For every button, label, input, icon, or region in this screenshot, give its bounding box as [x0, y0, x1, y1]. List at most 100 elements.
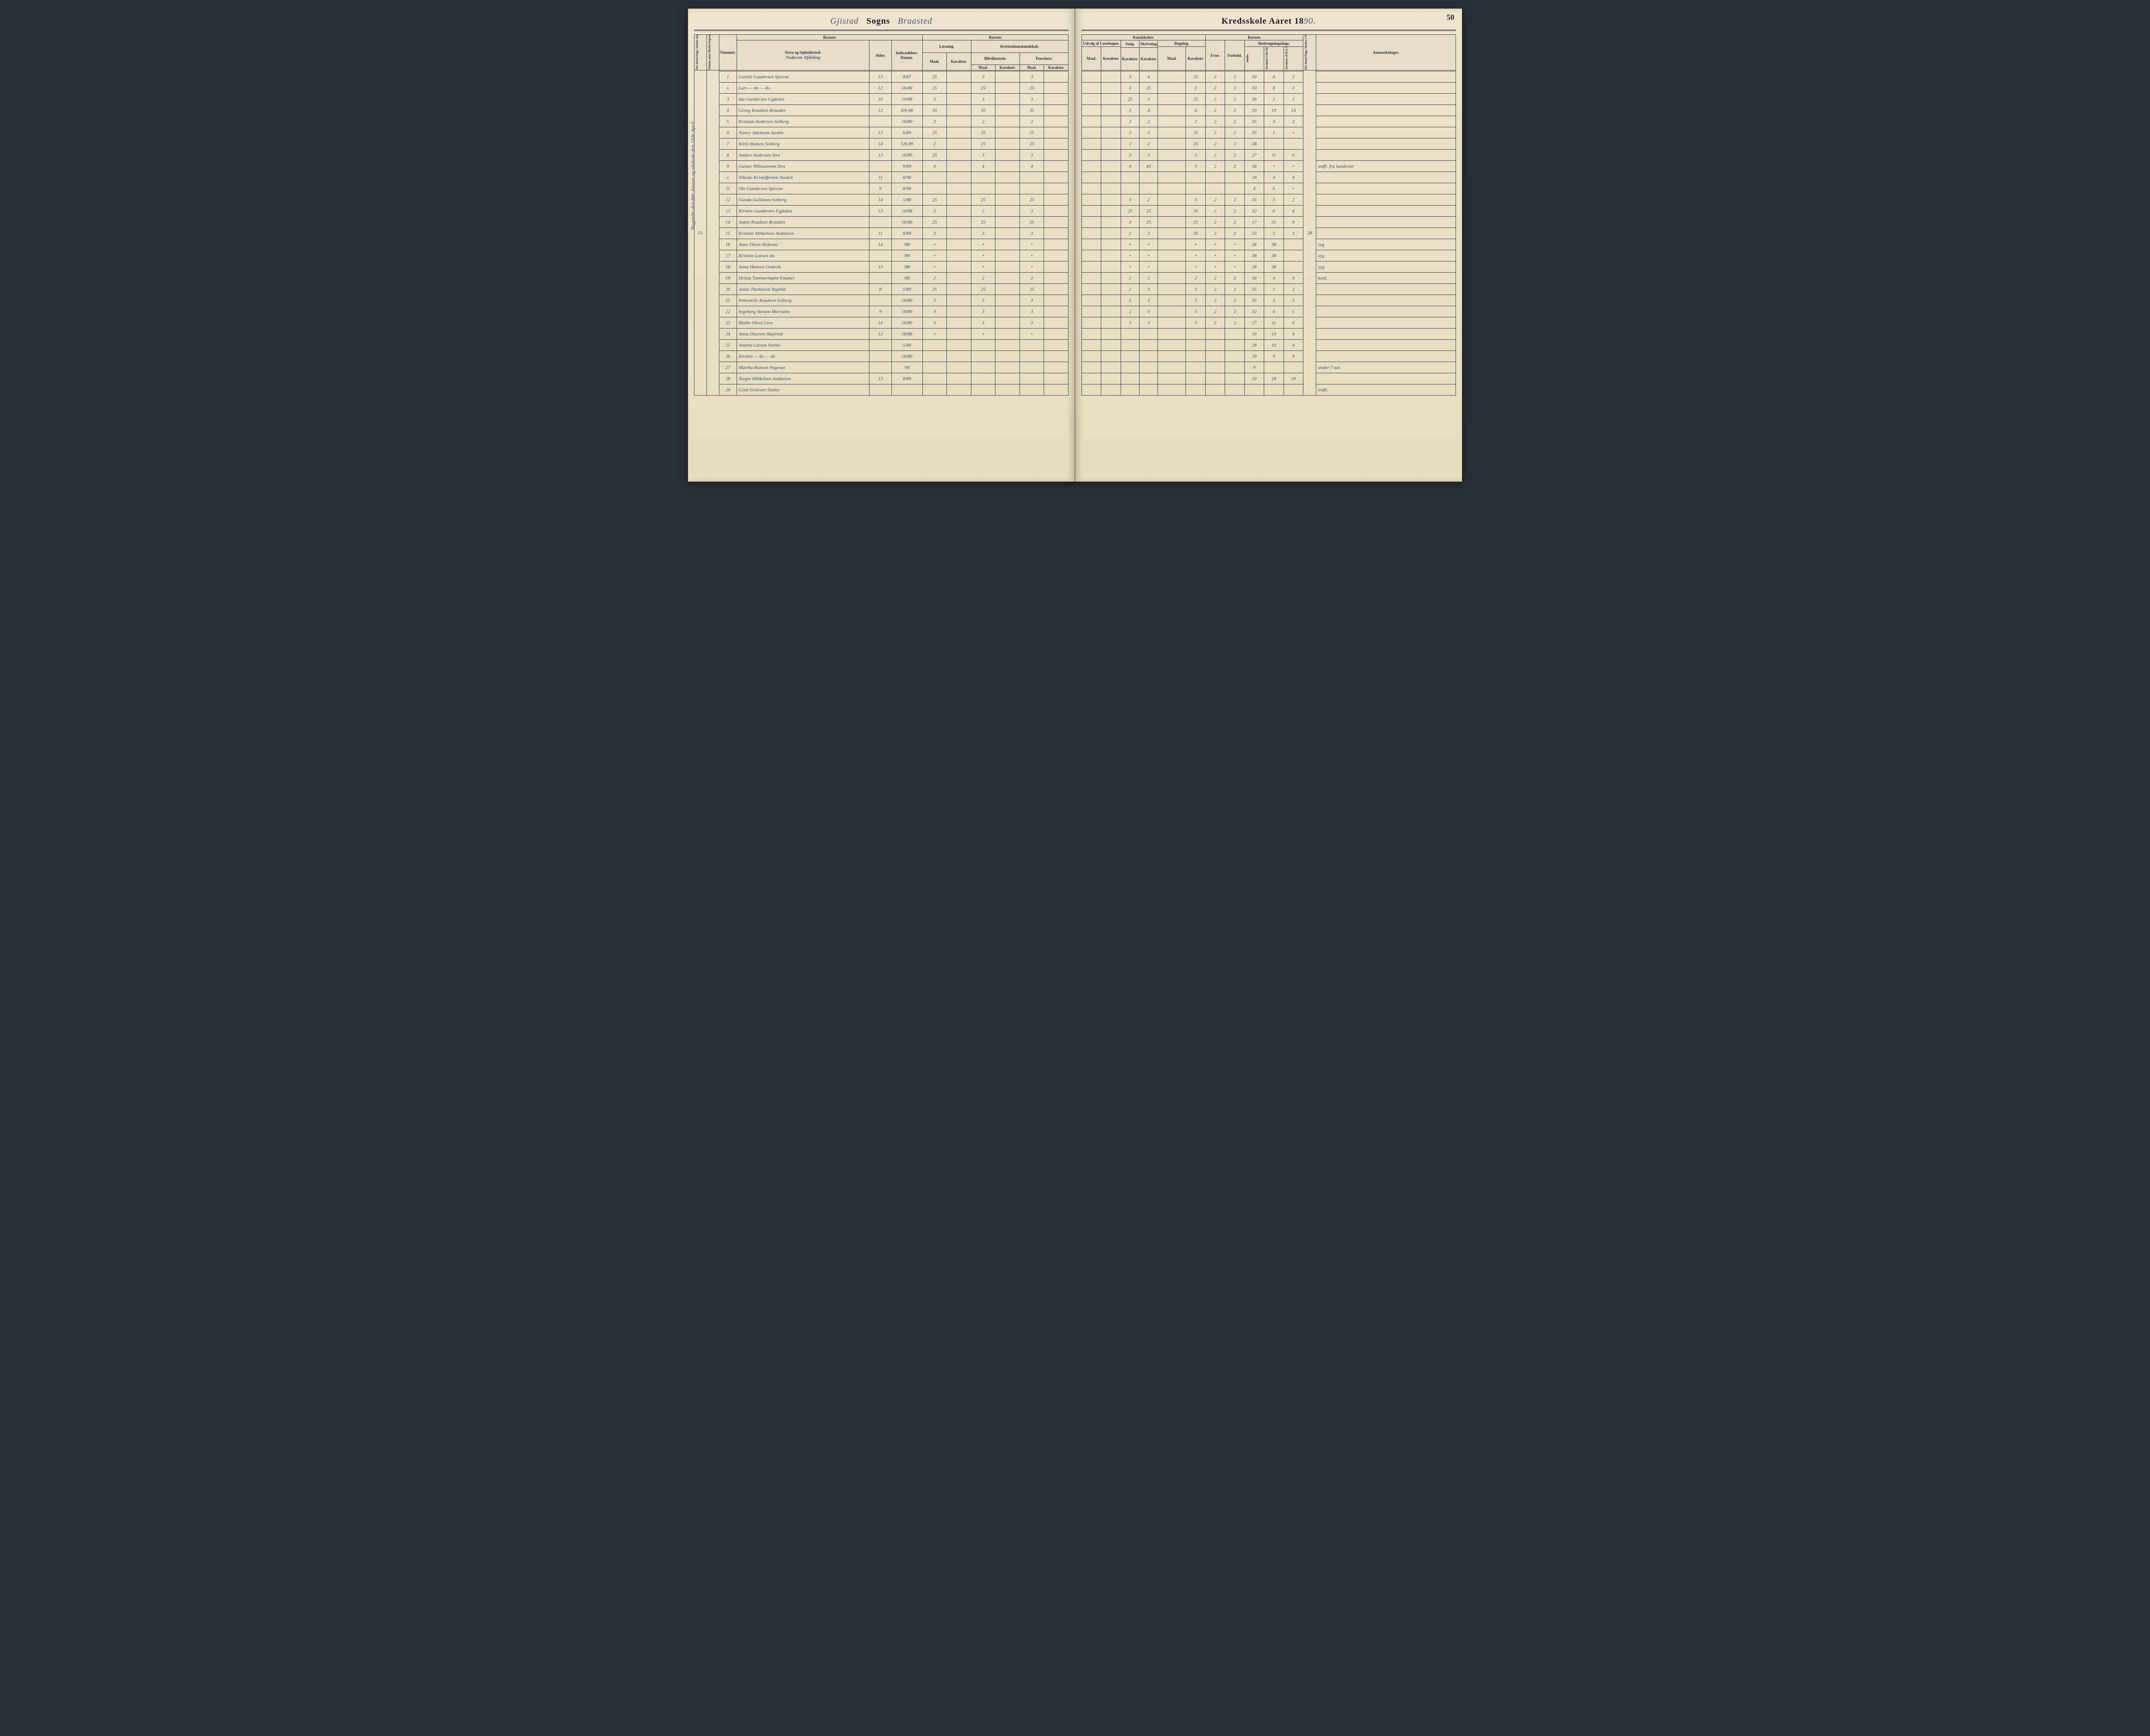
row-date: 8/6 88 — [891, 105, 922, 116]
row-lk — [947, 351, 971, 362]
row-md: 19 — [1244, 329, 1264, 340]
row-tm: 3 — [1020, 71, 1044, 83]
row-tm: 3 — [1020, 94, 1044, 105]
row-anm: syg. — [1316, 261, 1456, 273]
row-name: Gunda Gulliksen Solberg — [737, 194, 869, 206]
row-um — [1082, 340, 1101, 351]
row-um — [1082, 306, 1101, 317]
hdr-l-maal: Maal. — [922, 52, 947, 71]
row-md: 38 — [1244, 261, 1264, 273]
row-num: 14 — [719, 217, 737, 228]
row-fo: 2 — [1225, 273, 1244, 284]
row-sa: 2 — [1121, 295, 1139, 306]
table-row: xLars — do — do1216/88252525 — [694, 83, 1069, 94]
row-num: 22 — [719, 306, 737, 317]
row-date: 5/6 89 — [891, 138, 922, 150]
row-bk — [995, 127, 1020, 138]
row-lm: 4 — [922, 161, 947, 172]
table-row: 11Ole Gundersen Spirene98/90 — [694, 183, 1069, 194]
row-date — [891, 384, 922, 396]
row-um — [1082, 183, 1101, 194]
row-f2 — [1284, 384, 1303, 396]
row-f1: 11 — [1264, 317, 1284, 329]
margin-note: Begyndte den 8de Januar og sluttede den … — [690, 120, 696, 230]
row-rk: 3 — [1186, 284, 1205, 295]
row-lm: 3 — [922, 306, 947, 317]
row-age — [869, 161, 891, 172]
row-bk — [995, 71, 1020, 83]
row-lm — [922, 183, 947, 194]
row-sk: 2 — [1140, 273, 1158, 284]
row-bm: 3 — [971, 228, 995, 239]
row-sa: 25 — [1121, 94, 1139, 105]
row-f1: 1 — [1264, 127, 1284, 138]
row-f2: 4 — [1284, 206, 1303, 217]
row-lm — [922, 373, 947, 384]
row-anm — [1316, 295, 1456, 306]
table-row: 4Georg Knudsen Braaden128/6 88353535 — [694, 105, 1069, 116]
row-bk — [995, 150, 1020, 161]
row-fo — [1225, 362, 1244, 373]
hdr-laesning: Læsning. — [922, 40, 971, 52]
row-ev: 2 — [1205, 295, 1225, 306]
row-tm: 2 — [1020, 273, 1044, 284]
row-um — [1082, 329, 1101, 340]
table-row: 24Anna Olavsen Skajvind1216/88••• — [694, 329, 1069, 340]
hdr-b-kar: Karakter. — [995, 65, 1020, 70]
row-name: Helma Tømmermann Emanel — [737, 273, 869, 284]
row-sk: 25 — [1140, 206, 1158, 217]
row-rk — [1186, 340, 1205, 351]
row-bk — [995, 239, 1020, 250]
row-rm — [1158, 306, 1186, 317]
row-date: /89 — [891, 250, 922, 261]
row-num: 13 — [719, 206, 737, 217]
row-uk — [1101, 340, 1121, 351]
row-tk — [1044, 206, 1069, 217]
table-row: 29Gisle Gislesen Slottet — [694, 384, 1069, 396]
right-table: Kundskaber. Barnets Det Antal Dage, Skol… — [1081, 34, 1456, 396]
row-sa: • — [1121, 239, 1139, 250]
row-bm: 2 — [971, 206, 995, 217]
hdr-skole: Skolesøgningsdage. — [1244, 40, 1303, 47]
row-num: 6 — [719, 127, 737, 138]
row-anm — [1316, 306, 1456, 317]
row-um — [1082, 373, 1101, 384]
table-row: 325252217219 — [1082, 217, 1456, 228]
row-f2: 0 — [1284, 150, 1303, 161]
table-row: •••••3838syg — [1082, 250, 1456, 261]
row-lm: 3 — [922, 228, 947, 239]
hdr-barnets-r: Barnets — [1205, 35, 1303, 40]
table-row: 26Kirsten — do — do16/89 — [694, 351, 1069, 362]
row-rm — [1158, 116, 1186, 127]
row-lm: • — [922, 261, 947, 273]
row-rk — [1186, 183, 1205, 194]
row-um — [1082, 295, 1101, 306]
row-num: 23 — [719, 317, 737, 329]
table-row: 252535223264 — [1082, 206, 1456, 217]
row-rm — [1158, 194, 1186, 206]
row-anm — [1316, 83, 1456, 94]
row-f1: 4 — [1264, 172, 1284, 183]
row-rm — [1158, 373, 1186, 384]
row-name: Lars — do — do — [737, 83, 869, 94]
row-bk — [995, 161, 1020, 172]
row-sa: 2 — [1121, 306, 1139, 317]
row-anm — [1316, 206, 1456, 217]
row-ev: 2 — [1205, 194, 1225, 206]
row-bm: 25 — [971, 194, 995, 206]
row-anm — [1316, 116, 1456, 127]
row-rm — [1158, 228, 1186, 239]
row-age: 11 — [869, 172, 891, 183]
row-anm: syg — [1316, 239, 1456, 250]
row-ev — [1205, 373, 1225, 384]
row-lk — [947, 273, 971, 284]
hdr-bibel: Bibelhistorie. — [971, 52, 1020, 65]
row-name: Anders Andersen Stra — [737, 150, 869, 161]
district-script: Braasted — [898, 16, 932, 26]
row-tm: 25 — [1020, 284, 1044, 295]
hdr-kristendom: Kristendomskundskab. — [971, 40, 1068, 52]
table-row: 15Kristine Mikkelsen Andansen118/89333 — [694, 228, 1069, 239]
row-lk — [947, 384, 971, 396]
row-num: 21 — [719, 295, 737, 306]
row-tk — [1044, 329, 1069, 340]
